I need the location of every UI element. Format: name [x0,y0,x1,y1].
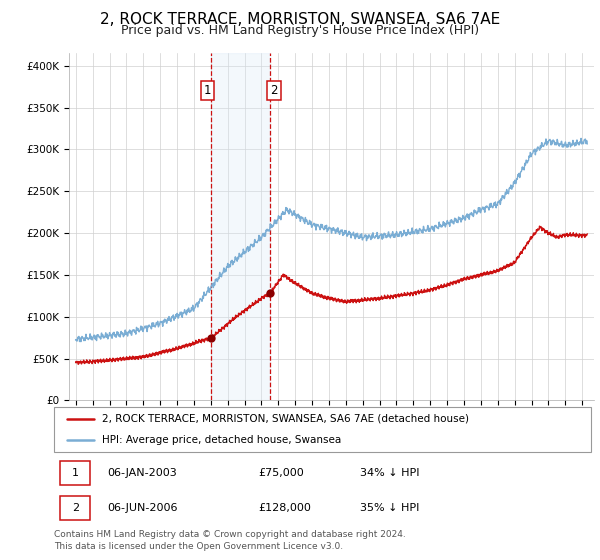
Text: 34% ↓ HPI: 34% ↓ HPI [360,468,419,478]
Text: 2: 2 [71,503,79,513]
Bar [61,496,90,520]
Text: 1: 1 [72,468,79,478]
Text: 06-JUN-2006: 06-JUN-2006 [108,503,178,513]
Text: Price paid vs. HM Land Registry's House Price Index (HPI): Price paid vs. HM Land Registry's House … [121,24,479,37]
Text: 06-JAN-2003: 06-JAN-2003 [108,468,178,478]
Text: £128,000: £128,000 [258,503,311,513]
Bar [61,461,90,485]
Text: 35% ↓ HPI: 35% ↓ HPI [360,503,419,513]
Text: Contains HM Land Registry data © Crown copyright and database right 2024.
This d: Contains HM Land Registry data © Crown c… [54,530,406,551]
Text: HPI: Average price, detached house, Swansea: HPI: Average price, detached house, Swan… [103,435,341,445]
Text: £75,000: £75,000 [258,468,304,478]
Text: 1: 1 [203,85,211,97]
Text: 2, ROCK TERRACE, MORRISTON, SWANSEA, SA6 7AE (detached house): 2, ROCK TERRACE, MORRISTON, SWANSEA, SA6… [103,414,469,424]
Text: 2: 2 [271,85,278,97]
Text: 2, ROCK TERRACE, MORRISTON, SWANSEA, SA6 7AE: 2, ROCK TERRACE, MORRISTON, SWANSEA, SA6… [100,12,500,27]
Bar [211,53,270,400]
